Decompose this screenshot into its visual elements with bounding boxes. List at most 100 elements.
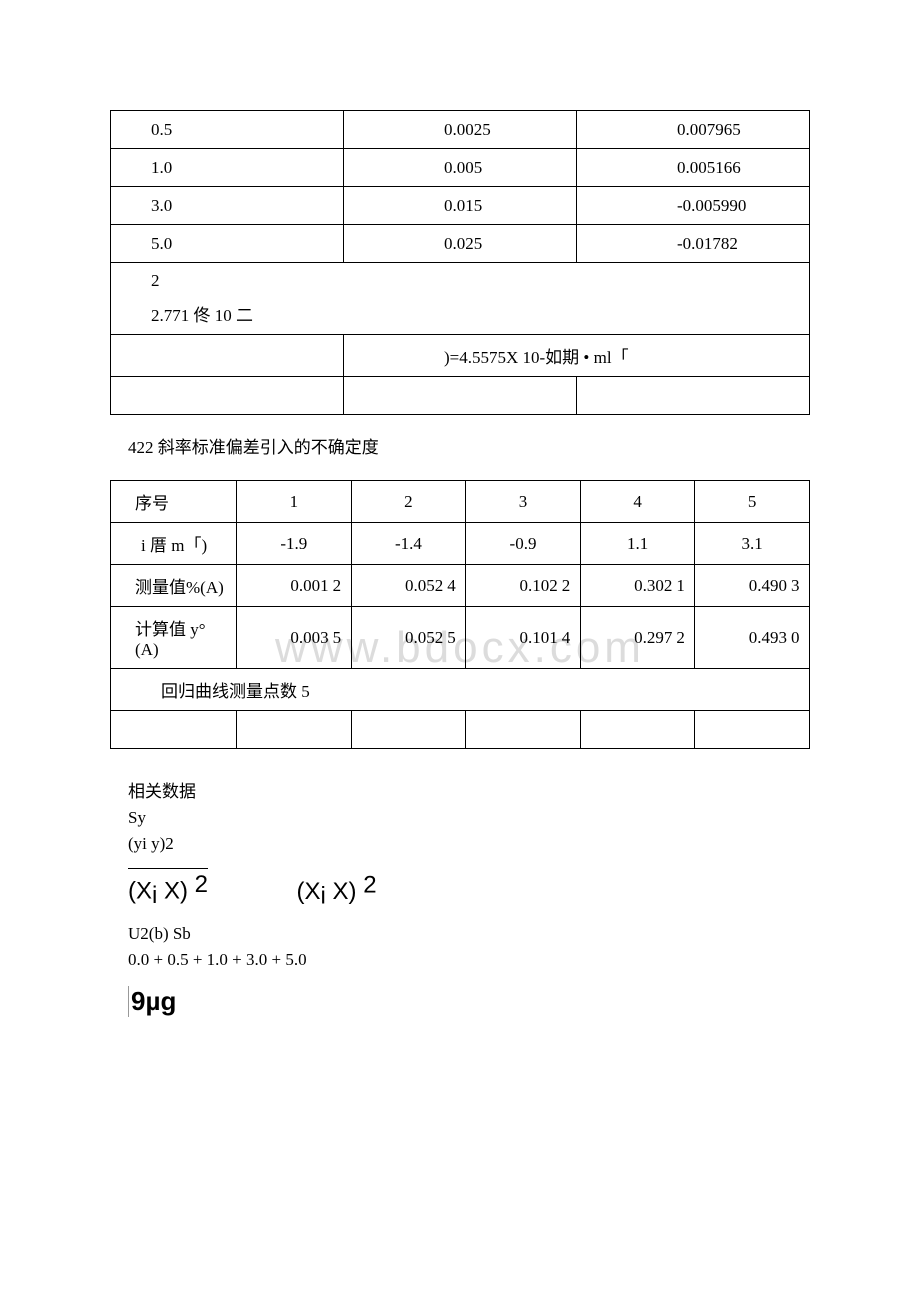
val-left: 3	[791, 576, 805, 596]
cell-header: 2	[351, 481, 466, 523]
math-line: (Xi X) 2 (Xi X) 2	[128, 868, 810, 910]
cell-span: 回归曲线测量点数 5	[111, 669, 810, 711]
val-left: 2	[333, 576, 347, 596]
val-right: 0.003	[237, 628, 333, 648]
cell-value: 0.4930	[695, 607, 810, 669]
table-row: 3.0 0.015 -0.005990	[111, 187, 810, 225]
table-row-span: 回归曲线测量点数 5	[111, 669, 810, 711]
cell-row-label: 测量值%(A)	[111, 565, 237, 607]
table-row: 0.5 0.0025 0.007965	[111, 111, 810, 149]
cell-value: -0.9	[466, 523, 581, 565]
table-row-empty	[111, 377, 810, 415]
cell-value: 0.1022	[466, 565, 581, 607]
page-content: 0.5 0.0025 0.007965 1.0 0.005 0.005166 3…	[110, 110, 810, 1017]
table-row: 计算值 y°(A) 0.0035 0.0525 0.1014 0.2972 0.…	[111, 607, 810, 669]
cell-row-label: i 厝 m「)	[111, 523, 237, 565]
val-left: 0	[791, 628, 805, 648]
val-right: 0.493	[695, 628, 791, 648]
val-left: 5	[333, 628, 347, 648]
cell-col2: 0.025	[344, 225, 577, 263]
math-sub: i	[321, 882, 333, 909]
table-row: i 厝 m「) -1.9 -1.4 -0.9 1.1 3.1	[111, 523, 810, 565]
math-text: (X	[297, 878, 321, 905]
cell-empty	[111, 335, 344, 377]
body-line: (yi y)2	[128, 834, 810, 854]
cell-value: 0.4903	[695, 565, 810, 607]
val-left: 2	[676, 628, 690, 648]
val-left: 4	[562, 628, 576, 648]
cell-value: 0.0035	[237, 607, 352, 669]
cell-header: 5	[695, 481, 810, 523]
val-left: 2	[562, 576, 576, 596]
cell-value: 0.0524	[351, 565, 466, 607]
span-line2: 2.771 佟 10 二	[151, 301, 801, 326]
cell-value: 3.1	[695, 523, 810, 565]
cell-header-label: 序号	[111, 481, 237, 523]
cell-col1: 1.0	[111, 149, 344, 187]
glyph-unit: µg	[145, 986, 176, 1016]
cell-header: 3	[466, 481, 581, 523]
cell-col3: -0.005990	[577, 187, 810, 225]
table-row: 测量值%(A) 0.0012 0.0524 0.1022 0.3021 0.49…	[111, 565, 810, 607]
cell-col2: 0.015	[344, 187, 577, 225]
math-text: (X	[128, 878, 152, 905]
cell-empty	[466, 711, 581, 749]
math-text: X)	[157, 878, 188, 905]
body-line: 0.0 + 0.5 + 1.0 + 3.0 + 5.0	[128, 950, 810, 970]
cell-col1: 5.0	[111, 225, 344, 263]
cell-value: 0.1014	[466, 607, 581, 669]
math-sup: 2	[357, 871, 377, 898]
val-left: 5	[447, 628, 461, 648]
cell-col1: 3.0	[111, 187, 344, 225]
cell-formula: )=4.5575X 10-如期 • ml「	[344, 335, 810, 377]
cell-empty	[111, 711, 237, 749]
glyph-wrap: 9µg	[128, 986, 176, 1017]
cell-span: 2 2.771 佟 10 二	[111, 263, 810, 335]
cell-empty	[577, 377, 810, 415]
cell-col3: 0.007965	[577, 111, 810, 149]
cell-col3: -0.01782	[577, 225, 810, 263]
val-right: 0.101	[466, 628, 562, 648]
cell-value: -1.4	[351, 523, 466, 565]
cell-header: 1	[237, 481, 352, 523]
cell-col2: 0.0025	[344, 111, 577, 149]
cell-empty	[111, 377, 344, 415]
cell-value: 1.1	[580, 523, 695, 565]
cell-empty	[351, 711, 466, 749]
cell-header: 4	[580, 481, 695, 523]
cell-col2: 0.005	[344, 149, 577, 187]
cell-value: 0.2972	[580, 607, 695, 669]
val-right: 0.052	[352, 576, 448, 596]
val-left: 1	[676, 576, 690, 596]
math-sup: 2	[188, 871, 208, 898]
table-row: 1.0 0.005 0.005166	[111, 149, 810, 187]
val-right: 0.297	[581, 628, 677, 648]
section-heading: 422 斜率标准偏差引入的不确定度	[128, 433, 810, 458]
cell-col3: 0.005166	[577, 149, 810, 187]
cell-value: 0.3021	[580, 565, 695, 607]
body-line: Sy	[128, 808, 810, 828]
val-right: 0.302	[581, 576, 677, 596]
cell-empty	[580, 711, 695, 749]
math-expr-1: (Xi X) 2	[128, 868, 208, 910]
math-expr-2: (Xi X) 2	[297, 884, 377, 903]
cell-value: 0.0525	[351, 607, 466, 669]
table-2: 序号 1 2 3 4 5 i 厝 m「) -1.9 -1.4 -0.9 1.1 …	[110, 480, 810, 749]
val-right: 0.001	[237, 576, 333, 596]
val-right: 0.102	[466, 576, 562, 596]
val-right: 0.052	[352, 628, 448, 648]
cell-empty	[344, 377, 577, 415]
cell-value: 0.0012	[237, 565, 352, 607]
table-row-empty	[111, 711, 810, 749]
table-row: 5.0 0.025 -0.01782	[111, 225, 810, 263]
math-text: X)	[333, 878, 357, 905]
cell-row-label: 计算值 y°(A)	[111, 607, 237, 669]
body-glyph: 9µg	[128, 986, 810, 1017]
table-row: 序号 1 2 3 4 5	[111, 481, 810, 523]
spacer	[151, 291, 801, 301]
cell-empty	[237, 711, 352, 749]
body-line: U2(b) Sb	[128, 924, 810, 944]
span-line1: 2	[151, 271, 801, 291]
body-line: 相关数据	[128, 777, 810, 802]
glyph-number: 9	[131, 986, 145, 1016]
